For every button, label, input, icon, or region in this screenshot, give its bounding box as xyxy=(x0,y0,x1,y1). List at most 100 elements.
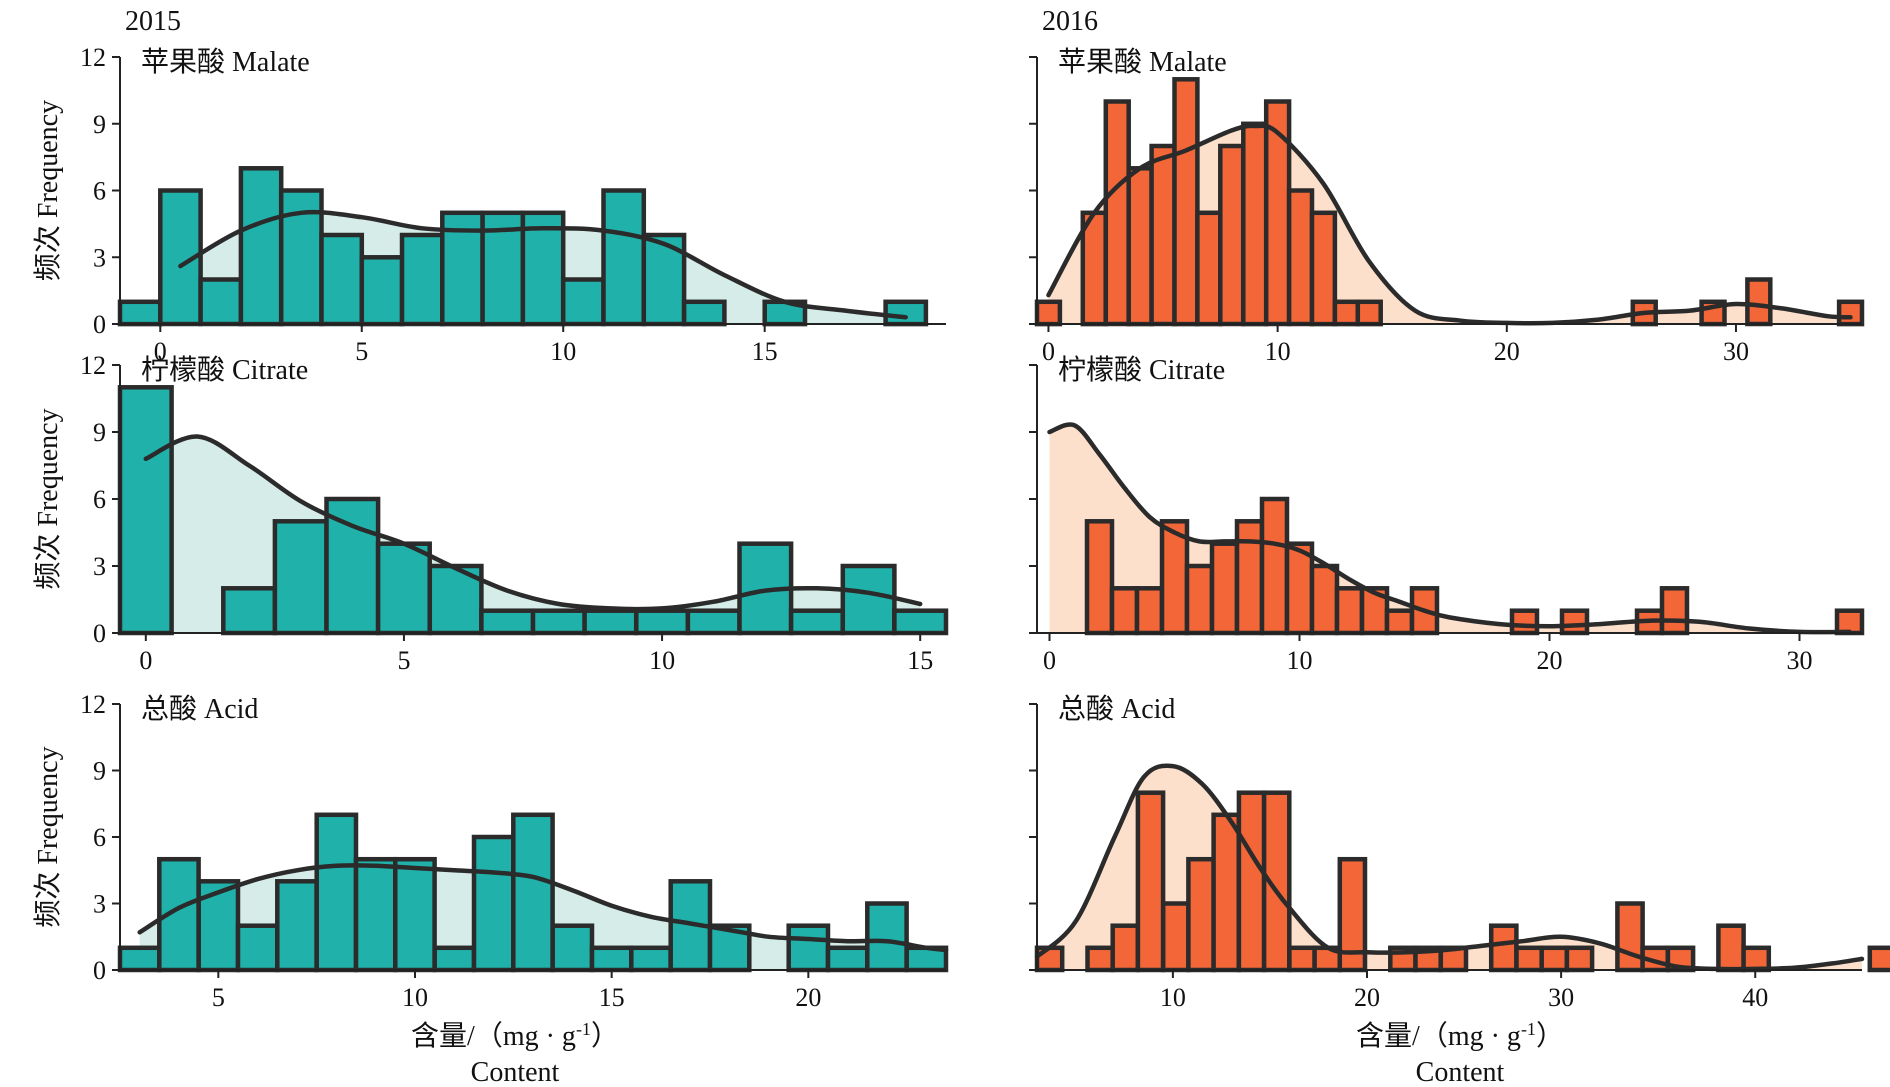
histogram-bar xyxy=(1195,210,1223,327)
kde-curve xyxy=(178,209,908,320)
y-tick-label: 6 xyxy=(93,485,106,514)
histogram-bar xyxy=(865,901,909,973)
x-tick-label: 30 xyxy=(1723,337,1749,366)
x-tick-label: 10 xyxy=(402,983,428,1012)
x-tick-label: 10 xyxy=(1265,337,1291,366)
x-tick-label: 30 xyxy=(1787,646,1813,675)
y-tick-label: 0 xyxy=(93,956,106,985)
histogram-bar xyxy=(1286,188,1315,327)
y-axis-title: 频次 Frequency xyxy=(32,408,64,589)
histogram-bar xyxy=(471,834,516,973)
histogram-bar xyxy=(788,608,845,636)
histogram-bar xyxy=(1836,299,1865,327)
panel-title: 总酸 Acid xyxy=(141,693,258,725)
histogram-bar xyxy=(1160,901,1191,973)
histogram-bar xyxy=(1716,923,1746,973)
y-tick-label: 12 xyxy=(80,690,106,719)
kde-curve xyxy=(137,863,949,953)
histogram-bar xyxy=(1309,563,1340,636)
histogram-bar xyxy=(1184,563,1215,636)
histogram-bar xyxy=(272,519,329,636)
histogram-bar xyxy=(275,879,319,973)
histogram-bar xyxy=(1084,519,1115,636)
x-tick-label: 20 xyxy=(795,983,821,1012)
year-label: 2016 xyxy=(1042,6,1098,37)
histogram-bar xyxy=(634,608,691,636)
histogram-bar xyxy=(1867,945,1890,973)
x-tick-label: 5 xyxy=(355,337,368,366)
histogram-bar xyxy=(1745,277,1773,327)
histogram-bar xyxy=(1103,99,1131,327)
histogram-bar xyxy=(1334,586,1365,636)
histogram-bar xyxy=(1126,166,1154,327)
histogram-bar xyxy=(117,299,163,327)
x-tick-label: 10 xyxy=(1287,646,1313,675)
histogram-bar xyxy=(560,277,606,327)
histogram-bar xyxy=(432,945,477,973)
y-tick-label: 9 xyxy=(93,418,106,447)
histogram-bar xyxy=(582,608,639,636)
year-label: 2015 xyxy=(125,6,181,37)
y-tick-label: 12 xyxy=(80,351,106,380)
histogram-bar xyxy=(840,563,897,636)
histogram-bar xyxy=(530,608,587,636)
histogram-bar xyxy=(1241,121,1269,327)
x-tick-label: 20 xyxy=(1537,646,1563,675)
y-tick-label: 0 xyxy=(93,310,106,339)
x-tick-label: 15 xyxy=(599,983,625,1012)
y-tick-label: 6 xyxy=(93,823,106,852)
y-tick-label: 6 xyxy=(93,177,106,206)
histogram-bar xyxy=(399,232,445,327)
y-axis-title: 频次 Frequency xyxy=(32,746,64,927)
histogram-bar xyxy=(1564,945,1595,973)
panel-p2016-malate: 0 10 20 30 苹果酸 Malate 2016 xyxy=(1029,6,1865,366)
histogram-bar xyxy=(1287,945,1317,973)
histogram-bar xyxy=(1509,608,1540,636)
panel-title: 苹果酸 Malate xyxy=(1058,46,1227,78)
xlabel-left-en: Content xyxy=(471,1057,560,1087)
histogram-bar xyxy=(825,945,870,973)
histogram-bar xyxy=(479,608,536,636)
x-tick-label: 40 xyxy=(1742,983,1768,1012)
y-tick-label: 3 xyxy=(93,890,106,919)
histogram-bar xyxy=(198,277,244,327)
histogram-bar xyxy=(1186,856,1216,973)
panel-p2015-acid: 0 3 6 9 12 5 10 15 20 总酸 Acid 频次 Frequency xyxy=(32,690,949,1012)
x-tick-label: 5 xyxy=(397,646,410,675)
xlabel-right-en: Content xyxy=(1416,1057,1505,1087)
histogram-bar xyxy=(1615,901,1645,973)
histogram-bar xyxy=(157,856,201,973)
histogram-bar xyxy=(1234,519,1265,636)
kde-curve xyxy=(1047,422,1852,635)
histogram-bar xyxy=(1110,923,1141,973)
histogram-bar xyxy=(1284,541,1315,636)
y-tick-label: 3 xyxy=(93,552,106,581)
histogram-bar xyxy=(117,385,174,636)
histogram-bar xyxy=(1134,586,1165,636)
histogram-bar xyxy=(883,299,929,327)
x-tick-label: 20 xyxy=(1354,983,1380,1012)
histogram-bar xyxy=(221,586,278,636)
panel-p2016-acid: 10 20 30 40 总酸 Acid xyxy=(1029,693,1890,1012)
histogram-bar xyxy=(1218,143,1246,327)
histogram-bar xyxy=(1384,608,1415,636)
histogram-bar xyxy=(685,608,742,636)
y-tick-label: 9 xyxy=(93,110,106,139)
x-tick-label: 15 xyxy=(752,337,778,366)
histogram-bar xyxy=(1259,496,1290,636)
x-tick-label: 10 xyxy=(550,337,576,366)
x-tick-label: 10 xyxy=(649,646,675,675)
histogram-bar xyxy=(117,945,162,973)
histogram-bar xyxy=(359,255,405,327)
panel-title: 总酸 Acid xyxy=(1058,693,1175,725)
x-tick-label: 0 xyxy=(1042,337,1055,366)
panel-p2015-citrate: 0 3 6 9 12 0 5 10 15 柠檬酸 Citrate 频次 Frequency xyxy=(32,351,949,675)
x-tick-label: 5 xyxy=(212,983,225,1012)
x-tick-label: 0 xyxy=(1043,646,1056,675)
panel-p2015-malate: 0 3 6 9 12 0 5 10 15 苹果酸 Malate 2015 频次 Frequency xyxy=(32,6,946,366)
histogram-bar xyxy=(393,856,437,973)
x-tick-label: 15 xyxy=(907,646,933,675)
histogram-bar xyxy=(1659,586,1690,636)
histogram-bar xyxy=(1559,608,1590,636)
histogram-bar xyxy=(1172,77,1200,327)
